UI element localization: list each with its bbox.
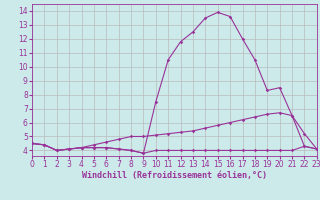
X-axis label: Windchill (Refroidissement éolien,°C): Windchill (Refroidissement éolien,°C) (82, 171, 267, 180)
